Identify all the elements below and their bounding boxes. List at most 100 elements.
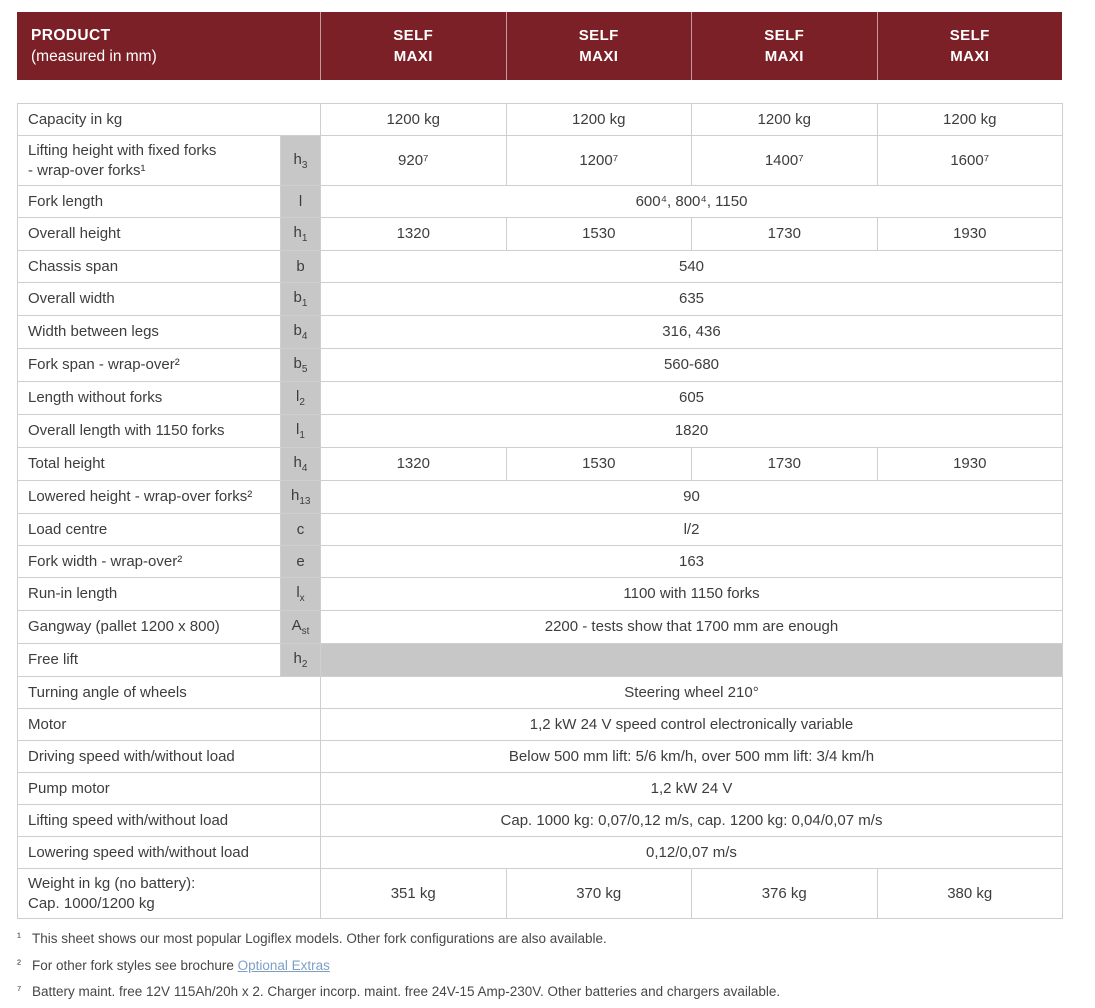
model-header-cell: SELF MAXI (505, 12, 692, 80)
row-label: Lifting height with fixed forks - wrap-o… (17, 135, 281, 186)
value-cell: 1200⁷ (505, 135, 692, 186)
symbol-cell: h13 (280, 480, 321, 514)
table-row: Weight in kg (no battery): Cap. 1000/120… (17, 868, 1063, 919)
table-row: Lowering speed with/without load 0,12/0,0… (17, 836, 1063, 869)
row-label: Load centre (17, 513, 281, 546)
row-label: Fork length (17, 185, 281, 218)
merged-value-cell: 1,2 kW 24 V speed control electronically… (320, 708, 1063, 741)
symbol-cell: b5 (280, 348, 321, 382)
row-label: Weight in kg (no battery): Cap. 1000/120… (17, 868, 321, 919)
merged-value-cell: 635 (320, 282, 1063, 316)
table-row: Motor 1,2 kW 24 V speed control electroni… (17, 708, 1063, 741)
row-label: Fork span - wrap-over² (17, 348, 281, 382)
merged-value-cell: 90 (320, 480, 1063, 514)
row-label: Driving speed with/without load (17, 740, 321, 773)
model-header-cell: SELF MAXI (876, 12, 1063, 80)
value-cell: 920⁷ (320, 135, 507, 186)
value-cell: 1730 (691, 447, 878, 481)
symbol-cell: h2 (280, 643, 321, 677)
footnote-text: This sheet shows our most popular Logifl… (32, 931, 607, 946)
merged-value-cell: 540 (320, 250, 1063, 283)
row-label: Overall length with 1150 forks (17, 414, 281, 448)
spec-table: Capacity in kg 1200 kg 1200 kg 1200 kg 1200 … (17, 103, 1063, 919)
merged-value-cell: 1,2 kW 24 V (320, 772, 1063, 805)
table-row: Fork span - wrap-over² b5 560-680 (17, 348, 1063, 382)
model-header-cell: SELF MAXI (320, 12, 506, 80)
merged-value-cell: 1820 (320, 414, 1063, 448)
table-row: Overall height h1 1320 1530 1730 1930 (17, 217, 1063, 251)
merged-value-cell: 163 (320, 545, 1063, 578)
row-label: Total height (17, 447, 281, 481)
table-row: Fork width - wrap-over² e 163 (17, 545, 1063, 578)
row-label: Width between legs (17, 315, 281, 349)
table-row: Chassis span b 540 (17, 250, 1063, 283)
table-row: Turning angle of wheels Steering wheel 21… (17, 676, 1063, 709)
value-cell: 1320 (320, 217, 507, 251)
product-header: PRODUCT (measured in mm) SELF MAXI SELF M… (17, 12, 1062, 80)
table-row: Capacity in kg 1200 kg 1200 kg 1200 kg 1200 … (17, 103, 1063, 136)
row-label: Lowered height - wrap-over forks² (17, 480, 281, 514)
product-title: PRODUCT (31, 26, 111, 44)
value-cell: 1200 kg (505, 103, 692, 136)
row-label: Overall width (17, 282, 281, 316)
value-cell: 1600⁷ (876, 135, 1063, 186)
table-row: Driving speed with/without load Below 500… (17, 740, 1063, 773)
symbol-cell: h4 (280, 447, 321, 481)
table-row: Lifting height with fixed forks - wrap-o… (17, 135, 1063, 186)
table-row: Overall width b1 635 (17, 282, 1063, 316)
table-row: Lifting speed with/without load Cap. 1000… (17, 804, 1063, 837)
table-row: Fork length l 600⁴, 800⁴, 1150 (17, 185, 1063, 218)
value-cell: 1200 kg (876, 103, 1063, 136)
footnote-marker: ⁷ (17, 983, 22, 998)
merged-value-cell: 600⁴, 800⁴, 1150 (320, 185, 1063, 218)
empty-gray-cell (320, 643, 1063, 677)
table-row: Gangway (pallet 1200 x 800) Ast 2200 - tes… (17, 610, 1063, 644)
value-cell: 1200 kg (691, 103, 878, 136)
value-cell: 370 kg (505, 868, 692, 919)
row-label: Fork width - wrap-over² (17, 545, 281, 578)
row-label: Overall height (17, 217, 281, 251)
row-label: Length without forks (17, 381, 281, 415)
symbol-cell: e (280, 545, 321, 578)
merged-value-cell: Below 500 mm lift: 5/6 km/h, over 500 mm… (320, 740, 1063, 773)
table-row: Total height h4 1320 1530 1730 1930 (17, 447, 1063, 481)
merged-value-cell: l/2 (320, 513, 1063, 546)
symbol-cell: b4 (280, 315, 321, 349)
row-label: Free lift (17, 643, 281, 677)
value-cell: 1530 (505, 217, 692, 251)
footnotes: ¹ This sheet shows our most popular Logif… (17, 929, 1062, 1002)
value-cell: 1320 (320, 447, 507, 481)
footnote-marker: ² (17, 956, 21, 971)
table-row: Width between legs b4 316, 436 (17, 315, 1063, 349)
merged-value-cell: Steering wheel 210° (320, 676, 1063, 709)
symbol-cell: h3 (280, 135, 321, 186)
row-label: Turning angle of wheels (17, 676, 321, 709)
merged-value-cell: 0,12/0,07 m/s (320, 836, 1063, 869)
merged-value-cell: 560-680 (320, 348, 1063, 382)
model-header-cell: SELF MAXI (691, 12, 877, 80)
symbol-cell: l1 (280, 414, 321, 448)
optional-extras-link[interactable]: Optional Extras (237, 957, 330, 973)
value-cell: 1930 (876, 217, 1063, 251)
row-label: Run-in length (17, 577, 281, 611)
footnote: ¹ This sheet shows our most popular Logif… (17, 929, 1062, 949)
merged-value-cell: 2200 - tests show that 1700 mm are enoug… (320, 610, 1063, 644)
symbol-cell: h1 (280, 217, 321, 251)
value-cell: 380 kg (876, 868, 1063, 919)
symbol-cell: b (280, 250, 321, 283)
product-subtitle: (measured in mm) (31, 48, 157, 65)
product-header-cell: PRODUCT (measured in mm) (17, 12, 320, 80)
row-label: Lowering speed with/without load (17, 836, 321, 869)
symbol-cell: l2 (280, 381, 321, 415)
symbol-cell: b1 (280, 282, 321, 316)
row-label: Pump motor (17, 772, 321, 805)
footnote-text: Battery maint. free 12V 115Ah/20h x 2. C… (32, 984, 781, 1000)
value-cell: 1730 (691, 217, 878, 251)
value-cell: 351 kg (320, 868, 507, 919)
row-label: Motor (17, 708, 321, 741)
footnote: ⁷ Battery maint. free 12V 115Ah/20h x 2. … (17, 982, 1062, 1002)
value-cell: 1400⁷ (691, 135, 878, 186)
footnote: ² For other fork styles see brochure Opti… (17, 956, 1062, 976)
row-label: Chassis span (17, 250, 281, 283)
table-row: Load centre c l/2 (17, 513, 1063, 546)
